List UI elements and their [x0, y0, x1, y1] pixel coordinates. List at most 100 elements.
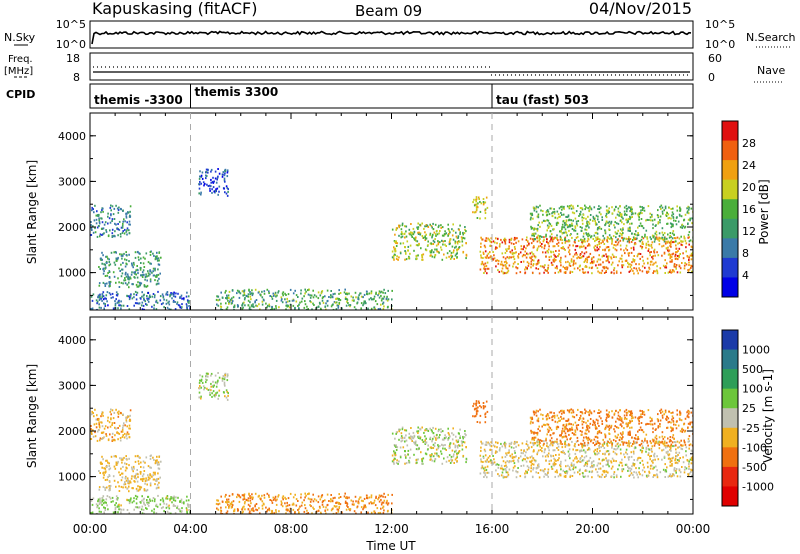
velocity-echo-cell [171, 501, 173, 504]
power-echo-cell [586, 223, 589, 226]
velocity-echo-cell [102, 476, 105, 479]
power-echo-cell [375, 291, 377, 294]
power-echo-cell [549, 230, 552, 233]
power-echo-cell [581, 216, 583, 219]
velocity-echo-cell [144, 482, 146, 485]
power-echo-cell [90, 227, 93, 230]
power-echo-cell [363, 301, 365, 304]
power-echo-cell [574, 253, 576, 256]
power-echo-cell [344, 298, 347, 300]
velocity-echo-cell [134, 506, 137, 509]
power-echo-cell [660, 207, 662, 210]
velocity-echo-cell [611, 465, 614, 468]
power-echo-cell [550, 261, 553, 264]
power-echo-cell [177, 292, 179, 295]
velocity-echo-cell [154, 498, 156, 501]
power-echo-cell [678, 213, 681, 216]
power-echo-cell [157, 273, 160, 276]
power-echo-cell [664, 266, 666, 269]
velocity-echo-cell [664, 446, 667, 449]
power-echo-cell [99, 296, 101, 299]
power-echo-cell [430, 242, 433, 245]
power-echo-cell [671, 253, 674, 256]
power-echo-cell [480, 202, 483, 205]
power-echo-cell [630, 268, 633, 271]
power-echo-cell [558, 216, 560, 218]
power-echo-cell [633, 233, 636, 236]
velocity-echo-cell [99, 439, 101, 442]
velocity-echo-cell [181, 510, 183, 513]
power-echo-cell [110, 204, 112, 207]
power-echo-cell [601, 219, 604, 221]
power-echo-cell [214, 170, 217, 173]
power-echo-cell [326, 299, 329, 302]
velocity-echo-cell [247, 497, 250, 500]
power-echo-cell [322, 296, 324, 298]
power-echo-cell [432, 239, 435, 242]
velocity-echo-cell [96, 512, 98, 514]
velocity-echo-cell [684, 466, 686, 469]
power-echo-cell [656, 251, 658, 254]
power-echo-cell [133, 263, 135, 266]
power-echo-cell [226, 296, 229, 299]
velocity-echo-cell [251, 496, 253, 499]
velocity-echo-cell [379, 511, 381, 514]
power-echo-cell [668, 241, 671, 244]
velocity-echo-cell [122, 508, 125, 511]
power-echo-cell [298, 308, 300, 310]
power-echo-cell [670, 245, 672, 248]
velocity-echo-cell [506, 466, 508, 469]
power-echo-cell [210, 185, 212, 188]
power-echo-cell [531, 255, 533, 258]
power-echo-cell [646, 236, 648, 239]
power-echo-cell [170, 292, 172, 295]
velocity-echo-cell [143, 470, 146, 472]
power-echo-cell [452, 229, 455, 232]
velocity-echo-cell [217, 372, 219, 374]
velocity-echo-cell [286, 509, 289, 512]
power-echo-cell [445, 232, 448, 235]
power-echo-cell [559, 215, 561, 218]
power-echo-cell [564, 241, 567, 244]
power-echo-cell [589, 214, 592, 216]
power-echo-cell [105, 266, 107, 269]
velocity-echo-cell [453, 453, 455, 456]
power-echo-cell [668, 216, 671, 219]
velocity-echo-cell [210, 372, 213, 375]
velocity-echo-cell [345, 496, 347, 499]
power-echo-cell [104, 267, 106, 270]
power-echo-cell [552, 237, 554, 240]
power-echo-cell [336, 297, 339, 300]
power-echo-cell [226, 169, 229, 172]
power-echo-cell [486, 272, 488, 275]
power-echo-cell [128, 278, 130, 281]
velocity-echo-cell [531, 455, 533, 458]
velocity-echo-cell [509, 454, 511, 457]
power-echo-cell [119, 253, 121, 256]
velocity-echo-cell [149, 477, 151, 480]
velocity-echo-cell [557, 448, 560, 451]
velocity-echo-cell [598, 458, 600, 461]
power-echo-cell [400, 233, 403, 236]
power-echo-cell [597, 248, 600, 251]
velocity-echo-cell [122, 434, 124, 437]
power-echo-cell [562, 213, 565, 216]
power-echo-cell [529, 252, 532, 255]
velocity-echo-cell [579, 450, 581, 453]
velocity-echo-cell [105, 434, 108, 437]
power-echo-cell [640, 218, 643, 220]
velocity-echo-cell [404, 429, 406, 432]
power-echo-cell [484, 209, 486, 212]
power-echo-cell [251, 292, 253, 295]
velocity-echo-cell [653, 466, 655, 469]
power-echo-cell [102, 227, 105, 230]
power-echo-cell [538, 221, 540, 224]
velocity-echo-cell [151, 475, 153, 478]
power-echo-cell [659, 267, 662, 270]
power-echo-cell [452, 238, 455, 241]
power-echo-cell [556, 236, 558, 239]
power-echo-cell [660, 237, 662, 240]
velocity-echo-cell [567, 450, 570, 453]
velocity-echo-cell [564, 472, 567, 474]
velocity-echo-cell [122, 426, 124, 429]
